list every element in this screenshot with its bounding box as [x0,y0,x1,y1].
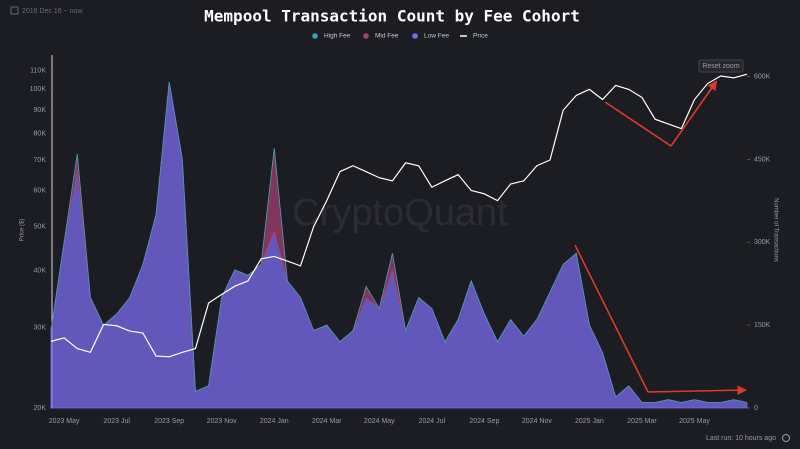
x-tick-label: 2024 Nov [522,418,552,425]
area [50,82,748,403]
arrow [670,80,718,147]
x-tick-label: 2023 Nov [207,418,237,425]
x-tick-label: 2023 Jul [103,418,130,425]
reset-zoom-label[interactable]: Reset zoom [702,63,740,70]
x-tick-label: 2025 May [679,418,710,425]
x-tick-label: 2025 Jan [575,418,604,425]
y-tick-label: 100K [30,86,47,93]
x-tick-label: 2024 Mar [312,418,342,425]
x-tick-label: 2023 Sep [154,418,184,425]
y-tick-label: 50K [34,223,47,230]
y-tick-label: 30K [34,325,47,332]
y-tick-label: 80K [34,130,47,137]
chart-title: Mempool Transaction Count by Fee Cohort [204,7,580,26]
y2-axis-title: Number of Transactions [772,198,778,262]
legend-marker [312,33,318,39]
x-tick-label: 2024 Sep [469,418,499,425]
reset-zoom-button[interactable] [698,59,744,73]
y-tick-label: 70K [34,157,47,164]
annotation-arrows [574,80,747,395]
legend-label: Mid Fee [375,33,399,40]
price-line [50,73,748,358]
y-tick-label: 110K [30,67,46,74]
watermark: CryptoQuant [292,192,508,234]
legend-label: High Fee [324,33,351,40]
y2-tick-label: 450K [754,156,771,163]
y-axis-title: Price ($) [20,219,26,242]
x-tick-label: 2025 Mar [627,418,657,425]
legend-label: Price [473,33,488,40]
legend-marker [412,33,418,39]
arrow [574,244,649,393]
date-range[interactable]: 2016 Dec 16 ~ now [22,8,83,15]
x-tick-label: 2023 May [49,418,80,425]
x-tick-label: 2024 Jan [260,418,289,425]
y2-tick-label: 0 [754,405,758,412]
x-tick-label: 2024 May [364,418,395,425]
arrow [647,385,747,395]
x-tick-label: 2024 Jul [419,418,446,425]
legend-label: Low Fee [424,33,449,40]
y-tick-label: 60K [34,187,47,194]
refresh-icon[interactable] [782,434,790,442]
y-tick-label: 20K [34,405,47,412]
y-tick-label: 90K [34,107,47,114]
y2-tick-label: 300K [754,239,771,246]
legend-marker [363,33,369,39]
calendar-icon [10,6,19,15]
y2-tick-label: 600K [754,73,771,80]
y2-tick-label: 150K [754,322,771,329]
y-tick-label: 40K [34,268,47,275]
last-run: Last run: 10 hours ago [706,435,776,442]
arrow [604,101,672,147]
